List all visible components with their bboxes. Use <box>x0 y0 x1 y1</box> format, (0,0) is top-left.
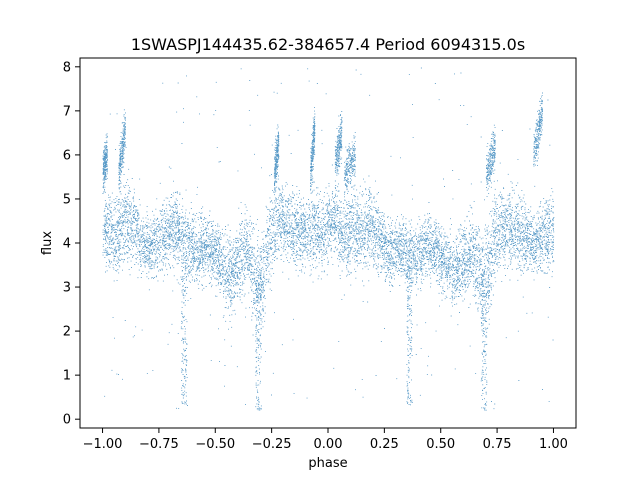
x-tick-label: −0.75 <box>139 437 179 452</box>
scatter-points <box>102 67 555 411</box>
x-tick-label: −1.00 <box>83 437 123 452</box>
scatter-point-cloud <box>102 67 555 411</box>
y-tick-label: 4 <box>63 237 71 252</box>
y-tick-label: 3 <box>63 281 71 296</box>
x-tick-label: −0.50 <box>195 437 235 452</box>
x-axis-label: phase <box>308 456 347 471</box>
chart-title: 1SWASPJ144435.62-384657.4 Period 6094315… <box>131 35 525 54</box>
y-axis-label: flux <box>40 231 55 255</box>
x-tick-label: 0.75 <box>483 437 512 452</box>
y-tick-label: 5 <box>63 192 71 207</box>
y-axis: 0 1 2 3 4 5 6 7 8 <box>63 60 80 428</box>
x-tick-label: 1.00 <box>539 437 568 452</box>
y-tick-label: 8 <box>63 60 71 75</box>
x-tick-label: −0.25 <box>252 437 292 452</box>
x-tick-label: 0.50 <box>426 437 455 452</box>
y-tick-label: 1 <box>63 369 71 384</box>
y-tick-label: 2 <box>63 325 71 340</box>
x-axis: −1.00 −0.75 −0.50 −0.25 0.00 0.25 0.50 0.75 1.00 <box>83 428 568 452</box>
y-tick-label: 7 <box>63 104 71 119</box>
y-tick-label: 0 <box>63 413 71 428</box>
y-tick-label: 6 <box>63 148 71 163</box>
x-tick-label: 0.25 <box>370 437 399 452</box>
x-tick-label: 0.00 <box>314 437 343 452</box>
